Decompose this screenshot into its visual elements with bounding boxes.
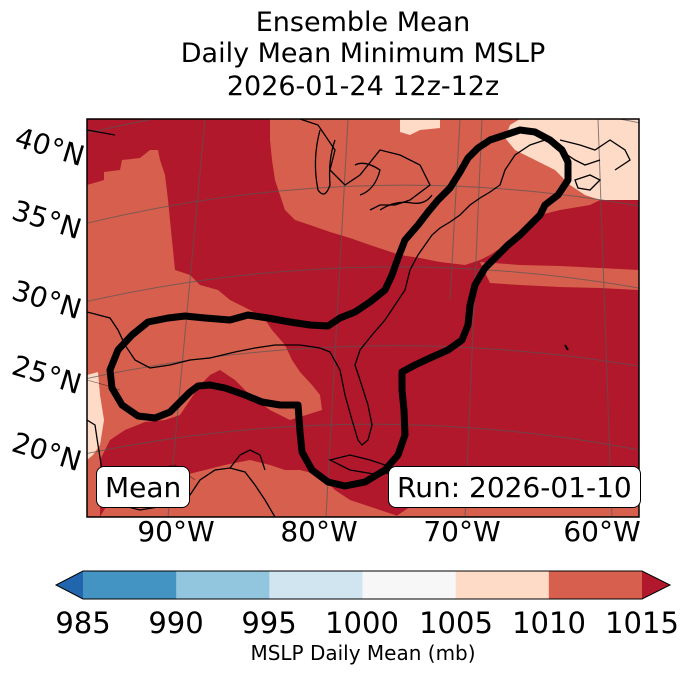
colorbar-segment-1005 xyxy=(455,571,550,599)
colorbar-segment-995 xyxy=(269,571,363,599)
colorbar-tick-985: 985 xyxy=(55,606,111,640)
mslp-contour xyxy=(106,126,572,490)
colorbar-tick-1015: 1015 xyxy=(605,606,679,640)
pressure-field-1000-1005-north xyxy=(400,119,440,135)
title-line-2: Daily Mean Minimum MSLP xyxy=(180,38,546,69)
lon-label-90w: 90°W xyxy=(137,515,215,548)
colorbar-extend-high xyxy=(642,571,670,599)
colorbar-tick-1000: 1000 xyxy=(325,606,399,640)
lon-label-70w: 70°W xyxy=(423,515,501,548)
colorbar-segment-990 xyxy=(176,571,270,599)
pressure-field-1000-1005-west xyxy=(87,372,104,460)
map-frame xyxy=(86,118,640,518)
pressure-field-1000-1005-northeast xyxy=(505,119,639,200)
mean-label-box: Mean xyxy=(96,466,191,508)
graticule xyxy=(87,119,639,517)
colorbar-label: MSLP Daily Mean (mb) xyxy=(250,641,476,665)
colorbar-segment-1010 xyxy=(548,571,643,599)
colorbar-segment-985 xyxy=(83,571,177,599)
title-line-3: 2026-01-24 12z-12z xyxy=(226,71,500,102)
colorbar-tick-1010: 1010 xyxy=(512,606,586,640)
colorbar-segment-1000 xyxy=(362,571,457,599)
run-label-box: Run: 2026-01-10 xyxy=(388,466,641,508)
title-line-1: Ensemble Mean xyxy=(255,7,471,38)
lon-label-60w: 60°W xyxy=(563,515,641,548)
colorbar-tick-1005: 1005 xyxy=(419,606,493,640)
pressure-field-1005-1010-west-strip xyxy=(87,190,172,517)
lon-label-80w: 80°W xyxy=(280,515,358,548)
colorbar-tick-990: 990 xyxy=(148,606,204,640)
colorbar-outline xyxy=(54,570,672,600)
colorbar-extend-low xyxy=(56,571,83,599)
colorbar-tick-995: 995 xyxy=(241,606,297,640)
